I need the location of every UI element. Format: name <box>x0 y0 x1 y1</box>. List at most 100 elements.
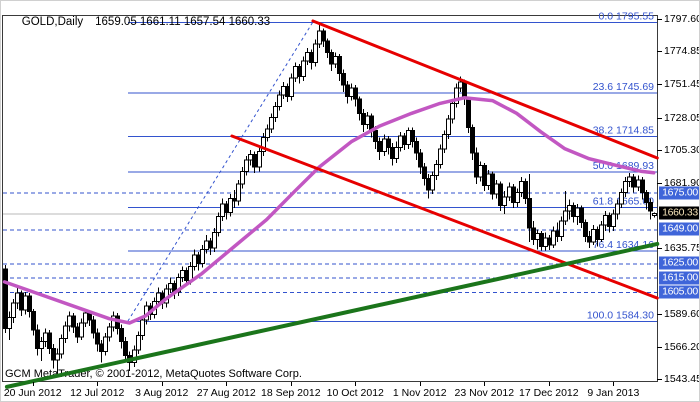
candle-bull[interactable] <box>240 170 245 185</box>
fib-base-diagonal[interactable] <box>127 21 314 322</box>
candle-bull[interactable] <box>313 43 318 63</box>
candle-bull[interactable] <box>156 292 161 303</box>
candle-bull[interactable] <box>67 315 72 327</box>
candle-bull[interactable] <box>406 129 411 146</box>
candle-bear[interactable] <box>119 328 124 342</box>
candle-bear[interactable] <box>361 112 366 126</box>
candle-bull[interactable] <box>200 248 205 264</box>
candle-bull[interactable] <box>43 332 48 342</box>
candle-bull[interactable] <box>591 228 596 243</box>
candle-bull[interactable] <box>79 322 84 338</box>
trendline-downtrend-lower[interactable] <box>230 134 659 300</box>
candle-bull[interactable] <box>289 77 294 97</box>
candle-bear[interactable] <box>644 192 649 204</box>
candle-bull[interactable] <box>458 81 463 89</box>
candle-bull[interactable] <box>434 163 439 177</box>
candle-bull[interactable] <box>257 151 262 168</box>
candle-bull[interactable] <box>7 316 12 330</box>
candle-bear[interactable] <box>579 207 584 223</box>
candle-bull[interactable] <box>55 353 60 361</box>
candle-bull[interactable] <box>59 338 64 355</box>
candle-bear[interactable] <box>527 197 532 229</box>
candle-bull[interactable] <box>507 186 512 198</box>
candle-bear[interactable] <box>75 326 80 338</box>
candle-bear[interactable] <box>571 204 576 218</box>
candle-bull[interactable] <box>438 148 443 165</box>
candle-bear[interactable] <box>341 73 346 86</box>
candle-bull[interactable] <box>136 335 141 351</box>
candle-bear[interactable] <box>196 254 201 264</box>
candle-bull[interactable] <box>543 237 548 247</box>
candle-bear[interactable] <box>426 177 431 191</box>
candle-bear[interactable] <box>482 165 487 187</box>
candle-bull[interactable] <box>317 30 322 45</box>
candle-bear[interactable] <box>321 30 326 42</box>
candle-bull[interactable] <box>273 105 278 119</box>
candle-bull[interactable] <box>293 66 298 79</box>
candle-bull[interactable] <box>132 349 137 364</box>
candle-bear[interactable] <box>208 240 213 249</box>
candle-bull[interactable] <box>398 135 403 148</box>
candle-bull[interactable] <box>305 51 310 62</box>
candle-bull[interactable] <box>615 203 620 215</box>
candle-bull[interactable] <box>563 210 568 222</box>
candle-bull[interactable] <box>212 231 217 249</box>
candle-bear[interactable] <box>71 315 76 328</box>
candle-bull[interactable] <box>39 340 44 349</box>
candle-bear[interactable] <box>466 98 471 129</box>
candle-bear[interactable] <box>474 152 479 178</box>
candle-bear[interactable] <box>511 186 516 204</box>
candle-bull[interactable] <box>430 175 435 191</box>
candle-bull[interactable] <box>244 159 249 172</box>
candle-bull[interactable] <box>627 176 632 182</box>
candle-bear[interactable] <box>498 183 503 206</box>
candle-bear[interactable] <box>418 152 423 168</box>
candle-bear[interactable] <box>224 203 229 213</box>
candle-bear[interactable] <box>377 141 382 153</box>
candle-bull[interactable] <box>494 183 499 195</box>
candle-bear[interactable] <box>640 179 645 194</box>
candle-bear[interactable] <box>91 319 96 334</box>
moving-average-line[interactable] <box>2 96 656 325</box>
candle-bear[interactable] <box>232 197 237 202</box>
candle-bull[interactable] <box>188 265 193 281</box>
candle-bear[interactable] <box>47 332 52 349</box>
candle-bull[interactable] <box>442 134 447 150</box>
candle-bull[interactable] <box>15 292 20 304</box>
candle-bull[interactable] <box>228 197 233 213</box>
candle-bear[interactable] <box>31 311 36 331</box>
candle-bull[interactable] <box>599 224 604 240</box>
candle-bear[interactable] <box>587 236 592 243</box>
candle-bull[interactable] <box>575 207 580 218</box>
candle-bear[interactable] <box>337 56 342 75</box>
candle-bull[interactable] <box>486 173 491 187</box>
candle-bull[interactable] <box>180 270 185 279</box>
candle-bear[interactable] <box>353 87 358 100</box>
candle-bear[interactable] <box>51 347 56 361</box>
trendline-downtrend-upper[interactable] <box>311 19 659 160</box>
candle-bull[interactable] <box>567 204 572 212</box>
candle-bull[interactable] <box>652 212 657 216</box>
candle-bull[interactable] <box>611 213 616 228</box>
candle-bear[interactable] <box>470 127 475 154</box>
candle-bull[interactable] <box>23 295 28 311</box>
candle-bear[interactable] <box>390 146 395 160</box>
candle-bear[interactable] <box>539 233 544 247</box>
candle-bull[interactable] <box>277 94 282 107</box>
candle-bear[interactable] <box>607 214 612 228</box>
candle-bear[interactable] <box>547 237 552 246</box>
candle-bull[interactable] <box>11 302 16 318</box>
candle-bear[interactable] <box>345 84 350 97</box>
candle-bull[interactable] <box>168 282 173 290</box>
candle-bear[interactable] <box>402 135 407 146</box>
candle-bull[interactable] <box>192 254 197 267</box>
candle-bear[interactable] <box>35 329 40 349</box>
candle-bear[interactable] <box>648 202 653 212</box>
candle-bull[interactable] <box>603 214 608 226</box>
candle-bull[interactable] <box>502 196 507 206</box>
candle-bull[interactable] <box>349 87 354 97</box>
candle-bear[interactable] <box>357 98 362 114</box>
candle-bear[interactable] <box>3 268 8 330</box>
candle-bull[interactable] <box>103 336 108 352</box>
